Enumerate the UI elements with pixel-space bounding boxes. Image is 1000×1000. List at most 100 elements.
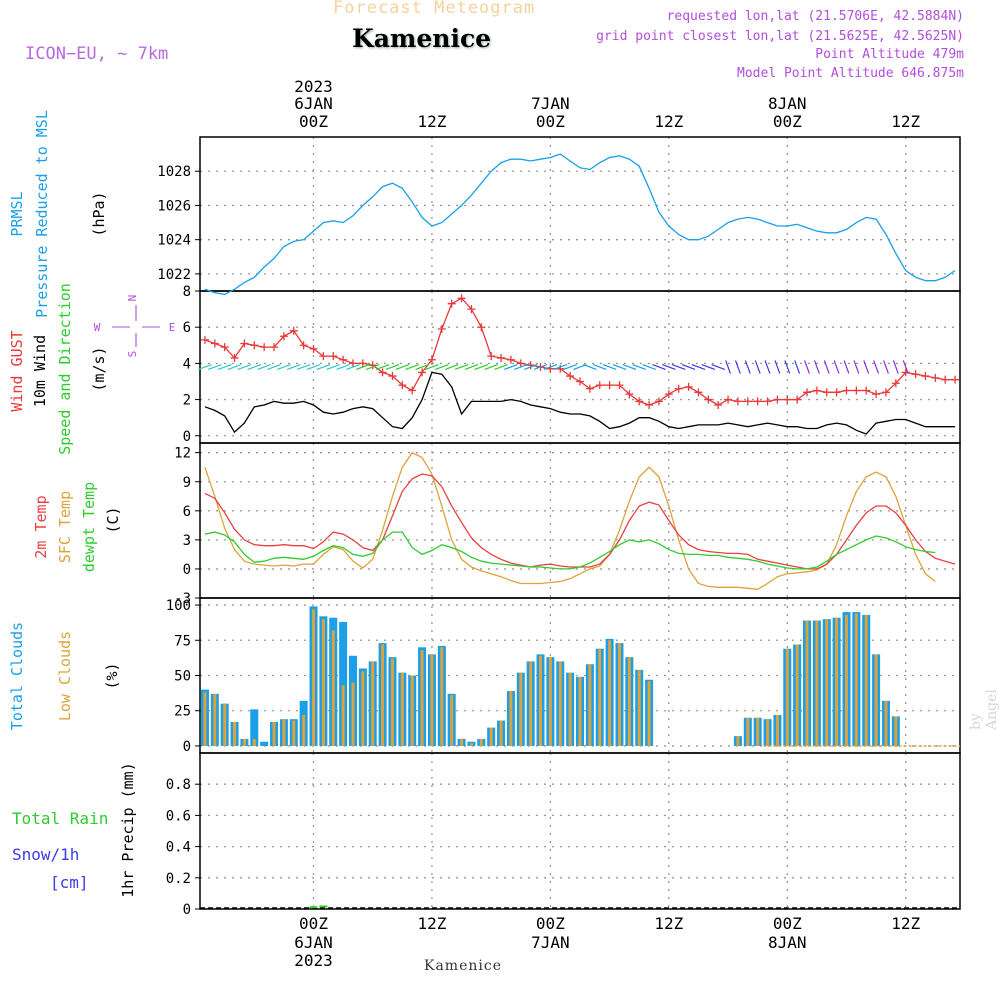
gust-marker: [358, 359, 367, 368]
low-cloud-bar: [223, 703, 227, 746]
wind-direction-arrow: [227, 364, 242, 370]
low-cloud-bar: [637, 669, 641, 746]
label-celsius: (C): [104, 506, 122, 533]
wind-direction-arrow: [415, 364, 429, 370]
y-tick-label: 0.8: [166, 777, 191, 793]
gust-marker: [309, 344, 318, 353]
time-tick-label-top: 8JAN: [768, 94, 807, 113]
label-dewpt-temp: dewpt Temp: [80, 482, 98, 572]
low-cloud-bar: [341, 685, 345, 746]
gust-marker: [388, 372, 397, 381]
wind-direction-arrow: [474, 364, 489, 370]
gust-marker: [694, 388, 703, 397]
wind-direction-arrow: [336, 364, 350, 370]
time-tick-label-top: 12Z: [891, 112, 920, 131]
gust-marker: [200, 335, 209, 344]
time-tick-label-bottom: 12Z: [891, 914, 920, 933]
wind-direction-arrow: [316, 364, 331, 370]
low-cloud-bar: [785, 648, 789, 746]
low-cloud-bar: [844, 614, 848, 746]
gust-marker: [319, 352, 328, 361]
gust-marker: [368, 361, 377, 370]
low-cloud-bar: [252, 738, 256, 746]
gust-marker: [931, 373, 940, 382]
label-total-rain: Total Rain: [12, 809, 108, 828]
wind-direction-arrow: [296, 364, 311, 370]
wind-direction-arrow: [843, 360, 850, 374]
wind-direction-arrow: [444, 364, 459, 370]
low-cloud-bar: [608, 640, 612, 746]
gust-marker: [733, 397, 742, 406]
y-tick-label: 1026: [157, 198, 191, 214]
label-10m-wind: 10m Wind: [31, 335, 49, 407]
wind-direction-arrow: [434, 364, 449, 370]
wind-direction-arrow: [484, 364, 498, 370]
gust-marker: [921, 372, 930, 381]
wind-speed-line: [204, 371, 956, 435]
wind-direction-arrow: [764, 360, 771, 374]
panel-frame: [199, 442, 961, 599]
y-tick-label: 0: [183, 902, 191, 918]
wind-direction-arrow: [592, 364, 607, 370]
gust-marker: [556, 364, 565, 373]
low-cloud-bar: [627, 657, 631, 746]
gust-marker: [674, 384, 683, 393]
gust-marker: [753, 397, 762, 406]
wind-direction-arrow: [267, 364, 281, 370]
gust-marker: [299, 341, 308, 350]
y-tick-label: 100: [166, 598, 191, 614]
chart-supertitle: Forecast Meteogram: [333, 0, 536, 18]
time-tick-label-bottom: 00Z: [773, 914, 802, 933]
wind-direction-arrow: [494, 364, 508, 370]
wind-direction-arrow: [681, 364, 696, 370]
low-cloud-bar: [420, 650, 424, 746]
low-cloud-bar: [430, 654, 434, 746]
wind-direction-arrow: [701, 364, 716, 370]
dewpoint-line: [204, 531, 936, 570]
low-cloud-bar: [312, 609, 316, 746]
low-cloud-bar: [884, 700, 888, 746]
label-low-clouds: Low Clouds: [56, 631, 74, 721]
y-tick-label: 9: [183, 475, 191, 491]
gust-marker: [576, 377, 584, 386]
label-total-clouds: Total Clouds: [8, 622, 26, 730]
y-tick-label: 50: [174, 669, 191, 685]
wind-direction-arrow: [217, 364, 232, 370]
low-cloud-bar: [351, 682, 355, 746]
low-cloud-bar: [568, 672, 572, 746]
gust-marker: [526, 361, 535, 370]
compass-north: N: [126, 295, 139, 302]
low-cloud-bar: [321, 619, 325, 746]
y-tick-label: 1024: [157, 233, 191, 249]
gust-marker: [457, 294, 466, 303]
gust-marker: [901, 368, 910, 377]
gust-marker: [339, 355, 348, 364]
low-cloud-bar: [617, 643, 621, 746]
y-tick-label: 12: [174, 446, 191, 462]
y-tick-label: 0: [183, 739, 191, 755]
time-tick-label-bottom: 7JAN: [531, 933, 570, 952]
low-cloud-bar: [440, 647, 444, 746]
time-tick-label-top: 12Z: [654, 112, 683, 131]
wind-direction-arrow: [543, 364, 558, 370]
wind-direction-arrow: [523, 364, 538, 370]
gust-marker: [714, 401, 723, 409]
wind-direction-arrow: [395, 364, 410, 370]
total-cloud-bar: [339, 621, 348, 746]
sfc-temp-line: [204, 451, 936, 590]
gust-marker: [803, 388, 812, 397]
time-tick-label-bottom: 6JAN: [294, 933, 333, 952]
y-tick-label: 1022: [157, 267, 191, 283]
wind-direction-arrow: [734, 360, 741, 374]
gust-marker: [516, 359, 525, 368]
gust-marker: [289, 326, 298, 335]
total-cloud-bar: [260, 741, 269, 746]
gust-marker: [911, 370, 920, 379]
gust-marker: [240, 339, 249, 348]
y-tick-label: -3: [174, 591, 191, 607]
y-tick-label: 0.6: [166, 808, 191, 824]
time-tick-label-bottom: 00Z: [299, 914, 328, 933]
wind-direction-arrow: [365, 364, 380, 370]
label-sfc-temp: SFC Temp: [56, 491, 74, 563]
wind-direction-arrow: [804, 360, 810, 374]
